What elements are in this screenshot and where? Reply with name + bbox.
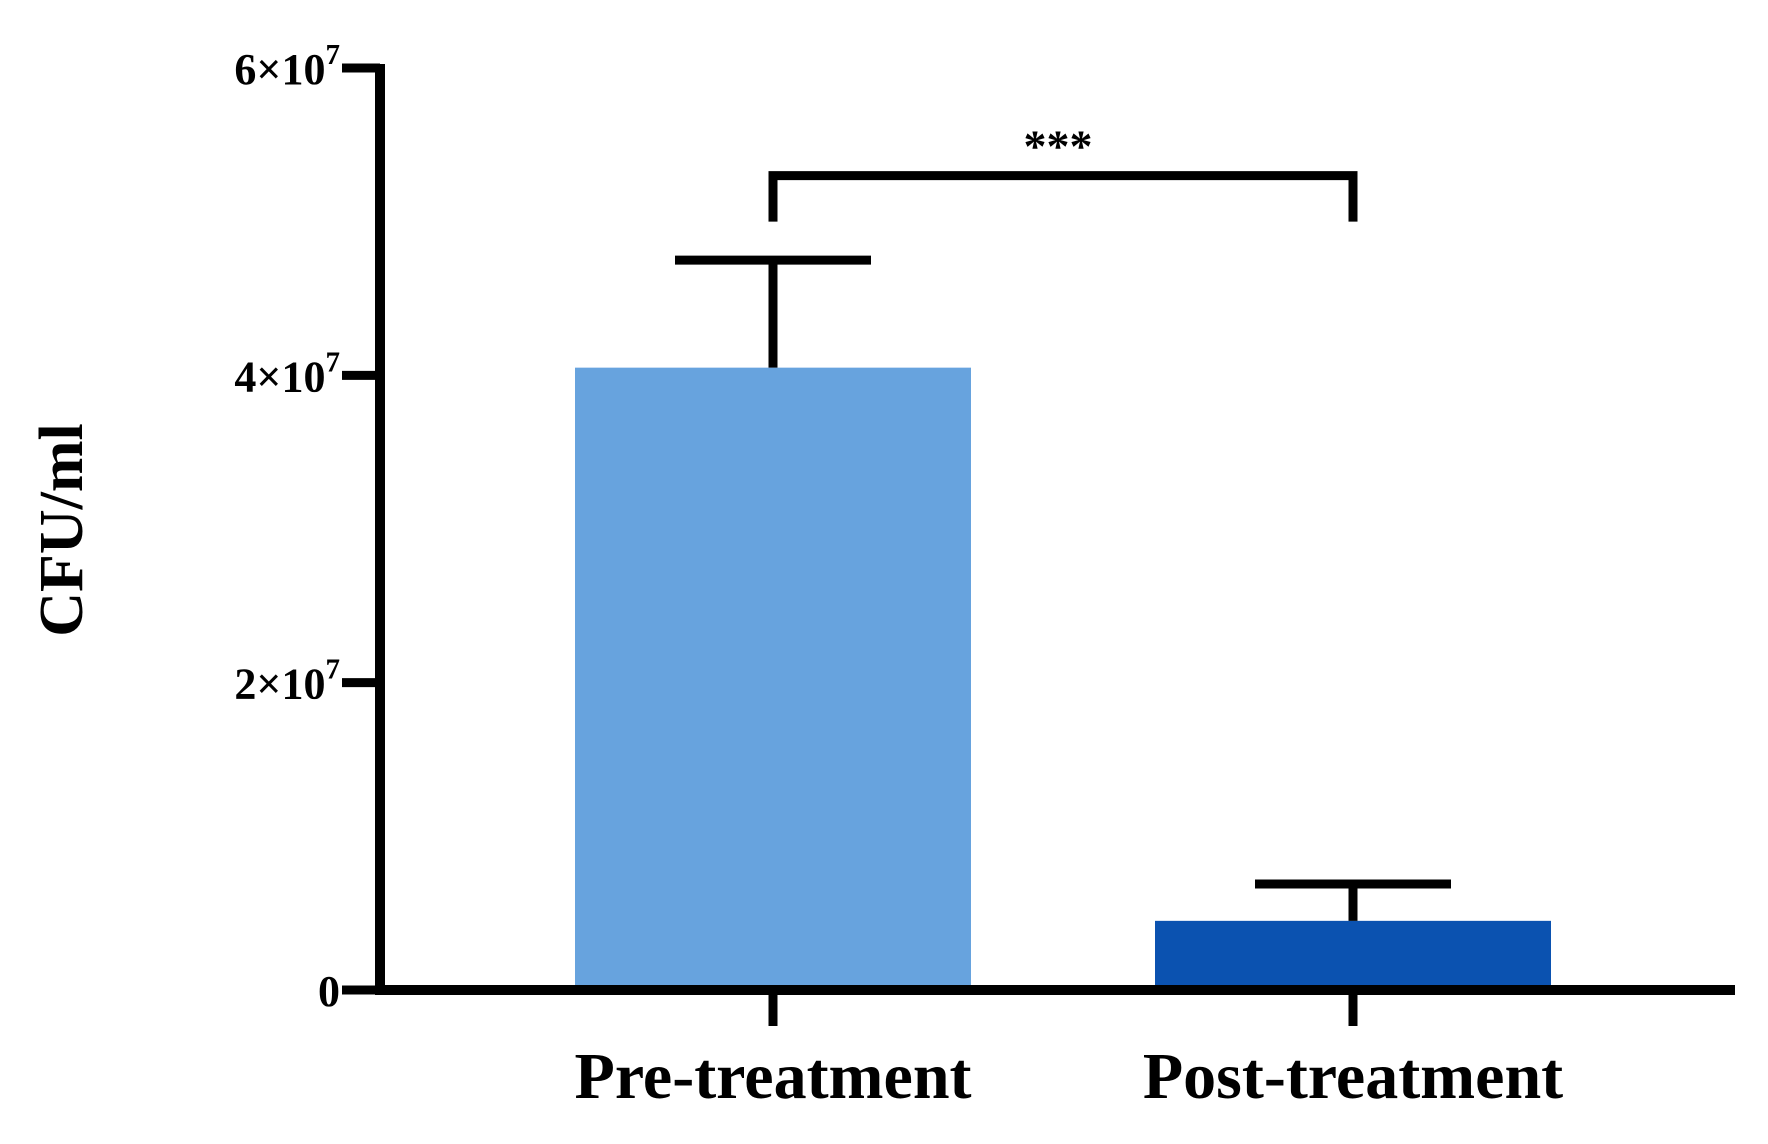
bar-post-treatment: [1155, 920, 1551, 990]
y-tick-label: 4×107: [234, 346, 340, 401]
error-bars-layer: [675, 255, 1451, 921]
y-axis-title: CFU/ml: [28, 423, 96, 637]
x-category-label: Post-treatment: [1143, 1040, 1563, 1113]
y-tick-label: 2×107: [234, 654, 340, 709]
bars-layer: [575, 367, 1551, 990]
y-tick-label: 6×107: [234, 39, 340, 94]
significance-layer: ***: [768, 121, 1358, 222]
x-categories-layer: Pre-treatment Post-treatment: [575, 990, 1563, 1113]
y-ticks-layer: 0 2×107 4×107 6×107: [234, 39, 380, 1016]
significance-label: ***: [1024, 121, 1093, 172]
axes-layer: [375, 64, 1735, 995]
bar-pre-treatment: [575, 367, 971, 990]
y-tick-label: 0: [318, 967, 340, 1016]
significance-bracket: [768, 171, 1358, 222]
x-category-label: Pre-treatment: [575, 1040, 972, 1113]
